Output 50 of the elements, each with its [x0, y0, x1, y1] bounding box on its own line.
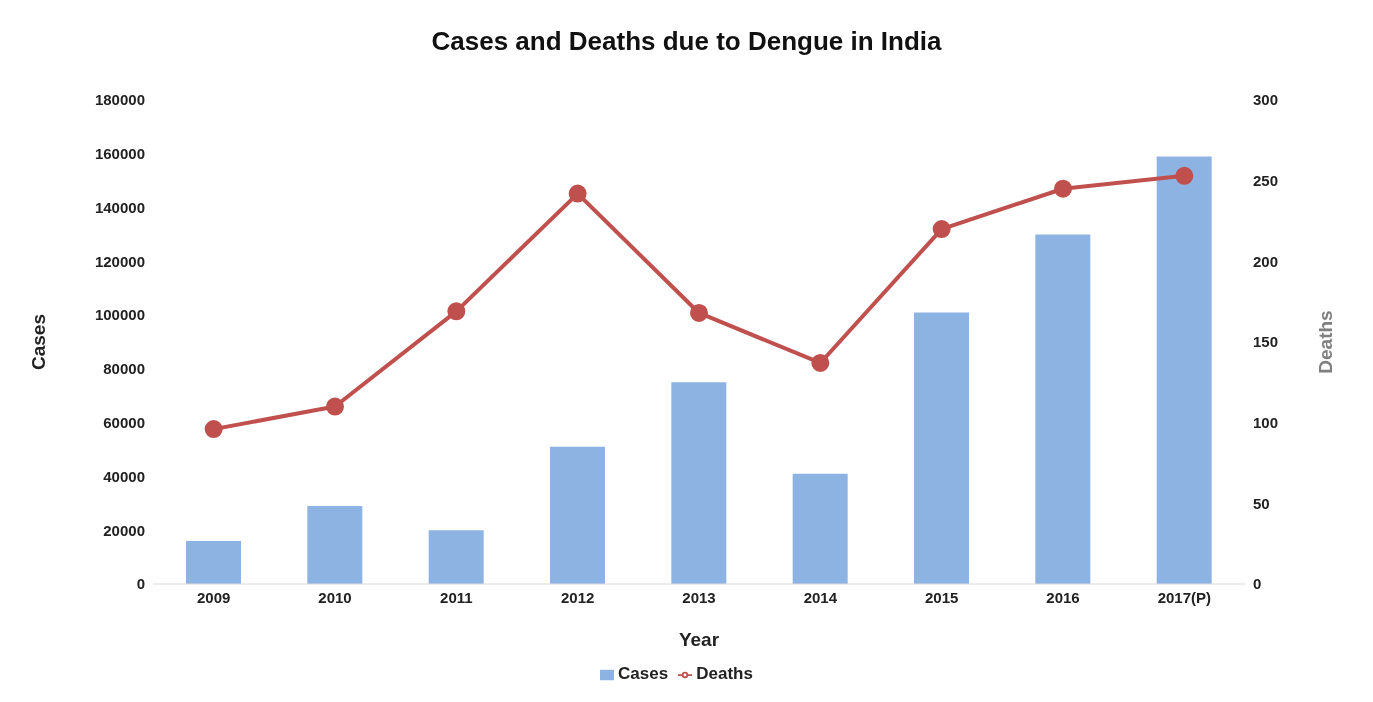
- x-tick-label: 2012: [560, 588, 595, 606]
- y-tick-label: 120000: [94, 252, 145, 270]
- y2-tick-label: 100: [1253, 413, 1279, 431]
- point: [811, 353, 830, 372]
- chart-title: Cases and Deaths due to Dengue in India: [430, 25, 943, 58]
- legend-label: Deaths: [696, 664, 753, 683]
- x-tick-label: 2011: [440, 588, 473, 606]
- bar: [428, 530, 484, 584]
- y-tick-label: 80000: [103, 360, 145, 378]
- x-axis-title: Year: [678, 629, 720, 650]
- y-tick-label: 20000: [103, 521, 145, 539]
- y2-tick-label: 200: [1253, 252, 1279, 270]
- y-tick-label: 160000: [94, 145, 145, 163]
- bar: [671, 382, 727, 584]
- y-tick-label: 100000: [94, 306, 145, 324]
- bar: [1035, 234, 1091, 584]
- point: [932, 220, 951, 239]
- x-tick-label: 2009: [196, 588, 231, 606]
- y2-tick-label: 50: [1253, 494, 1270, 512]
- y-tick-label: 140000: [94, 198, 145, 216]
- y-tick-label: 0: [136, 575, 145, 593]
- y-axis-title: Cases: [27, 314, 49, 370]
- x-tick-label: 2010: [318, 588, 352, 606]
- bar: [307, 506, 363, 584]
- bar: [914, 312, 969, 584]
- y2-tick-label: 150: [1253, 333, 1279, 351]
- y2-tick-label: 300: [1253, 91, 1279, 109]
- bar: [792, 473, 848, 584]
- point: [690, 303, 708, 322]
- y2-axis-title: Deaths: [1314, 310, 1336, 374]
- point: [1054, 179, 1072, 198]
- x-tick-label: 2016: [1046, 588, 1080, 606]
- y2-tick-label: 250: [1253, 171, 1279, 189]
- x-tick-label: 2013: [682, 588, 716, 606]
- x-tick-label: 2017(P): [1157, 588, 1212, 606]
- point: [447, 302, 466, 321]
- y-tick-label: 40000: [103, 467, 145, 485]
- x-tick-label: 2014: [803, 588, 838, 606]
- bar: [1156, 156, 1212, 584]
- y-tick-label: 180000: [94, 91, 145, 109]
- y2-tick-label: 0: [1253, 575, 1262, 593]
- point: [204, 420, 223, 439]
- point: [568, 184, 587, 203]
- point: [1175, 166, 1194, 185]
- bar: [186, 540, 241, 584]
- legend-label: Cases: [618, 664, 669, 683]
- point: [326, 397, 344, 416]
- y-tick-label: 60000: [103, 413, 145, 431]
- bar: [550, 446, 605, 584]
- x-tick-label: 2015: [924, 588, 959, 606]
